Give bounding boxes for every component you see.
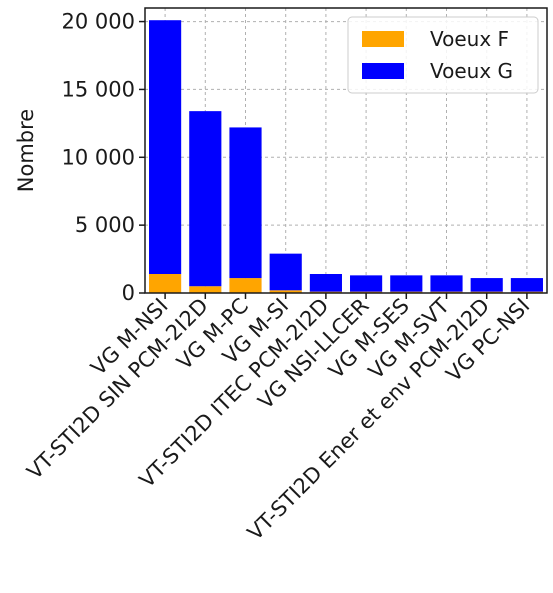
y-tick-label: 15 000 (62, 77, 135, 101)
legend-label-voeux-g: Voeux G (430, 59, 513, 83)
y-tick-label: 20 000 (62, 10, 135, 34)
plot-frame (144, 7, 548, 294)
bar-voeux-g (350, 275, 383, 292)
legend-swatch-voeux-g (362, 63, 404, 79)
bar-voeux-g (229, 127, 262, 279)
y-axis-label: Nombre (14, 109, 38, 192)
bar-voeux-f (229, 278, 262, 293)
bar-voeux-g (269, 253, 302, 291)
y-tick-label: 0 (122, 281, 135, 305)
bar-voeux-g (189, 111, 222, 287)
bar-voeux-g (510, 278, 543, 292)
bar-voeux-g (390, 275, 423, 292)
bar-voeux-f (149, 274, 182, 293)
y-tick-label: 10 000 (62, 145, 135, 169)
legend-swatch-voeux-f (362, 31, 404, 47)
bar-voeux-g (149, 20, 182, 275)
bar-voeux-f (269, 290, 302, 293)
bar-voeux-g (430, 275, 463, 292)
bar-voeux-g (309, 274, 342, 292)
y-axis: 0 5 000 10 000 15 000 20 000 (62, 10, 145, 305)
bar-voeux-g (470, 278, 503, 292)
legend-label-voeux-f: Voeux F (430, 27, 509, 51)
bars (149, 20, 543, 293)
bar-voeux-f (189, 286, 222, 293)
legend: Voeux F Voeux G (347, 16, 539, 94)
y-tick-label: 5 000 (75, 213, 135, 237)
